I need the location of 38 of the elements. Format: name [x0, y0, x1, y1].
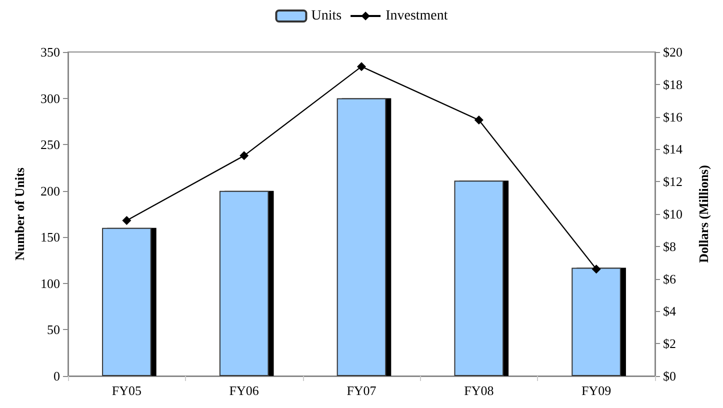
point [122, 216, 132, 225]
x-tick-label: FY08 [464, 383, 494, 398]
point [592, 264, 601, 274]
y-tick-label: 350 [40, 44, 60, 60]
point [357, 62, 366, 72]
y-tick-label: 300 [40, 90, 60, 106]
y-tick-label: 100 [40, 276, 60, 291]
bar [219, 190, 269, 376]
y2-tick-label: $2 [663, 336, 676, 352]
y-tick-label: 250 [40, 137, 60, 152]
y2-tick-label: $18 [663, 76, 682, 92]
y2-tick-label: $14 [663, 142, 683, 157]
y-tick-label: 150 [40, 230, 60, 245]
bar [454, 180, 504, 376]
y2-axis-title: Dollars (Millions) [696, 165, 711, 263]
x-tick-label: FY07 [346, 383, 377, 398]
legend-label: Investment [386, 8, 448, 24]
y2-tick-label: $10 [663, 206, 682, 222]
y2-tick-label: $0 [663, 368, 676, 384]
y-tick-label: 200 [40, 183, 60, 198]
y2-tick-label: $12 [663, 174, 682, 190]
y2-tick-label: $16 [663, 109, 683, 124]
y2-tick-label: $20 [663, 44, 682, 60]
point [474, 116, 484, 125]
bar [336, 98, 386, 376]
legend-label: Units [311, 8, 342, 24]
y2-tick-label: $4 [663, 304, 676, 319]
y2-tick-label: $6 [663, 271, 676, 286]
y-axis-title: Number of Units [12, 168, 27, 260]
x-tick-label: FY06 [229, 383, 260, 398]
x-tick-label: FY05 [112, 383, 142, 398]
y2-tick-label: $8 [663, 238, 676, 254]
y-tick-label: 50 [47, 322, 60, 338]
bar [102, 228, 152, 376]
y-tick-label: 0 [54, 368, 60, 384]
point [240, 151, 249, 160]
bar [572, 268, 621, 376]
x-tick-label: FY09 [581, 383, 612, 398]
